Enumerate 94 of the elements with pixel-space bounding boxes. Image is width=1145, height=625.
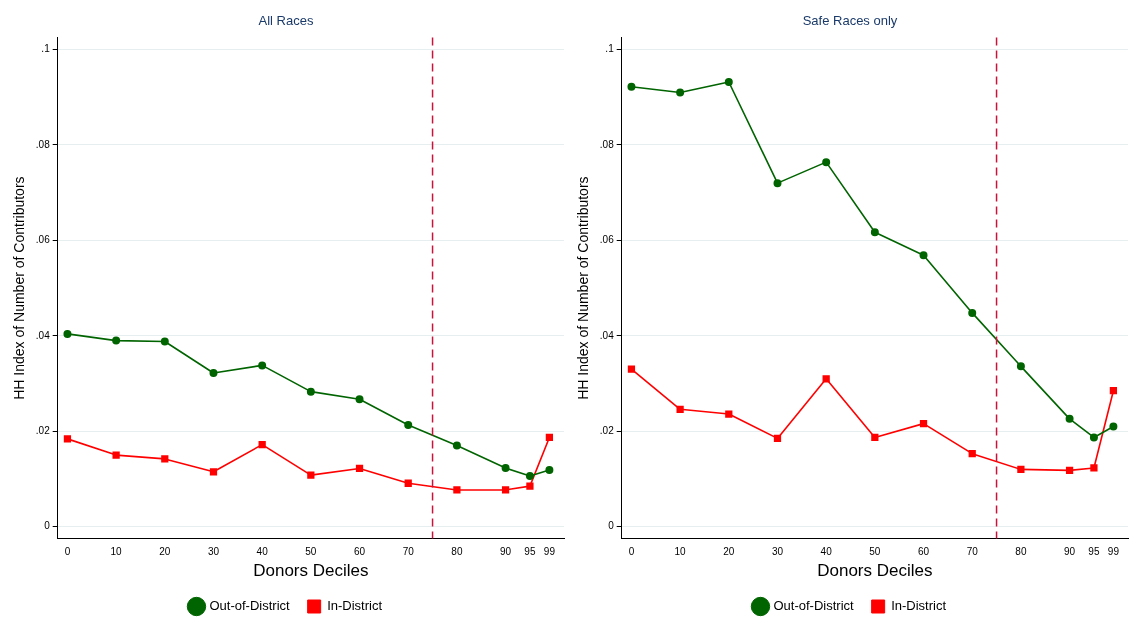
y-tick-label: .02 [599, 424, 615, 436]
point [822, 158, 831, 167]
x-axis-title: Donors Deciles [253, 561, 369, 581]
point [404, 421, 413, 430]
x-tick-label: 80 [451, 546, 463, 558]
point [773, 179, 782, 188]
point [306, 387, 315, 396]
x-tick-label: 50 [869, 546, 881, 558]
y-tick-label: .1 [605, 43, 615, 55]
x-tick-label: 20 [723, 546, 735, 558]
point [676, 405, 684, 413]
point [1109, 422, 1118, 431]
x-tick-label: 20 [159, 546, 171, 558]
x-tick-label: 50 [305, 546, 317, 558]
point [160, 337, 169, 346]
x-tick-label: 95 [1088, 546, 1100, 558]
chart-title: Safe Races only [802, 13, 898, 29]
point [1017, 465, 1025, 474]
point [627, 82, 636, 91]
point [724, 77, 733, 86]
point [209, 369, 218, 378]
x-tick-label: 0 [628, 546, 635, 558]
point [63, 435, 72, 443]
x-axis-title: Donors Deciles [817, 561, 933, 581]
x-tick-label: 90 [1064, 546, 1076, 558]
point [525, 472, 534, 481]
point [1065, 466, 1074, 474]
point [112, 336, 121, 345]
point [545, 465, 554, 474]
y-tick-label: .04 [35, 329, 51, 341]
point [1090, 464, 1098, 472]
point [627, 365, 636, 373]
x-tick-label: 10 [674, 546, 687, 558]
chart-title: All Races [258, 13, 314, 29]
x-tick-label: 90 [500, 546, 512, 558]
y-tick-label: .04 [599, 329, 615, 341]
x-tick-label: 70 [966, 546, 979, 558]
point [501, 486, 510, 494]
x-tick-label: 80 [1015, 546, 1027, 558]
y-tick-label: 0 [608, 520, 615, 532]
point [112, 451, 120, 459]
y-tick-label: .06 [35, 234, 51, 246]
x-tick-label: 30 [771, 546, 784, 558]
point [1109, 387, 1118, 395]
point [453, 486, 461, 494]
x-tick-label: 60 [353, 546, 366, 558]
legend-label: Out-of-District [209, 598, 291, 614]
x-tick-label: 0 [64, 546, 71, 558]
point [501, 463, 510, 472]
point [919, 419, 928, 428]
y-tick-label: .1 [41, 43, 51, 55]
point [545, 433, 554, 442]
x-tick-label: 40 [256, 546, 269, 558]
point [968, 450, 976, 458]
point [307, 471, 315, 479]
point [258, 361, 267, 370]
x-tick-label: 99 [1107, 546, 1120, 558]
point [161, 455, 169, 463]
x-tick-label: 30 [207, 546, 220, 558]
point [258, 440, 266, 449]
x-tick-label: 10 [110, 546, 123, 558]
legend-label: Out-of-District [773, 598, 855, 614]
y-axis-title: HH Index of Number of Contributors [575, 176, 592, 400]
point [526, 482, 534, 490]
y-tick-label: .08 [599, 138, 615, 150]
point [919, 251, 928, 260]
x-tick-label: 70 [402, 546, 415, 558]
point [1016, 362, 1025, 371]
legend-label: In-District [327, 598, 383, 614]
point [209, 468, 218, 476]
y-tick-label: .02 [35, 424, 51, 436]
point [676, 88, 685, 97]
x-tick-label: 60 [917, 546, 930, 558]
point [63, 329, 72, 338]
point [355, 395, 364, 404]
point [725, 410, 733, 418]
point [773, 434, 782, 443]
point [355, 464, 364, 473]
legend-label: In-District [891, 598, 947, 614]
point [871, 433, 879, 442]
y-tick-label: .06 [599, 234, 615, 246]
y-axis-title: HH Index of Number of Contributors [11, 176, 28, 400]
point [452, 441, 461, 450]
x-tick-label: 95 [524, 546, 536, 558]
point [1065, 414, 1074, 423]
x-tick-label: 40 [820, 546, 833, 558]
y-tick-label: .08 [35, 138, 51, 150]
point [822, 375, 830, 383]
point [968, 308, 977, 317]
point [870, 228, 879, 237]
x-tick-label: 99 [543, 546, 556, 558]
y-tick-label: 0 [44, 520, 51, 532]
point [1089, 433, 1098, 442]
point [404, 479, 412, 487]
